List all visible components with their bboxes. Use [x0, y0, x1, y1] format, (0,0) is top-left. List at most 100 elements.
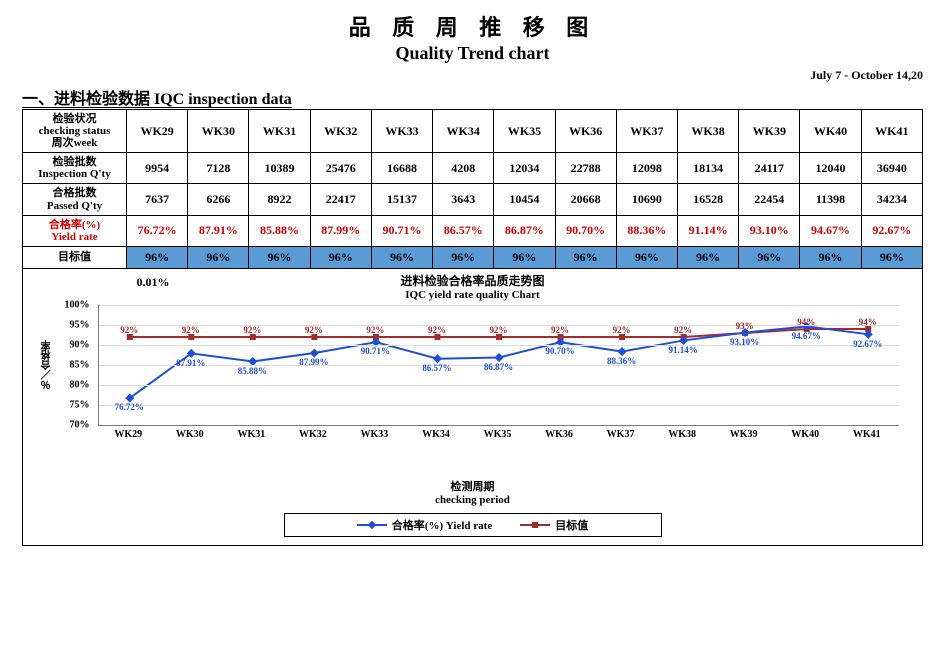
table-cell: 15137	[371, 184, 432, 215]
target-point-label: 92%	[551, 325, 569, 335]
table-cell: 22454	[739, 184, 800, 215]
target-point-label: 92%	[182, 325, 200, 335]
table-cell: 87.99%	[310, 215, 371, 246]
page-title: 品 质 周 推 移 图 Quality Trend chart	[22, 14, 923, 64]
table-cell: 76.72%	[127, 215, 188, 246]
table-cell: 88.36%	[616, 215, 677, 246]
plot-area: 92%92%92%92%92%92%92%92%92%92%93%94%94%7…	[98, 305, 899, 426]
title-en: Quality Trend chart	[22, 42, 923, 65]
week-header: WK31	[249, 110, 310, 153]
iqc-data-table: 检验状况checking status周次weekWK29WK30WK31WK3…	[22, 109, 923, 269]
table-cell: 20668	[555, 184, 616, 215]
yield-point-label: 90.70%	[545, 346, 574, 356]
table-cell: 96%	[494, 246, 555, 268]
table-cell: 36940	[861, 153, 922, 184]
table-cell: 96%	[677, 246, 738, 268]
row-label: 检验状况checking status周次week	[23, 110, 127, 153]
table-cell: 96%	[555, 246, 616, 268]
table-cell: 96%	[310, 246, 371, 268]
row-label: 检验批数Inspection Q'ty	[23, 153, 127, 184]
table-cell: 96%	[616, 246, 677, 268]
title-zh: 品 质 周 推 移 图	[22, 14, 923, 42]
target-point-label: 92%	[305, 325, 323, 335]
yield-point-label: 90.71%	[361, 346, 390, 356]
yield-point-label: 86.87%	[484, 362, 513, 372]
target-point-label: 94%	[859, 317, 877, 327]
week-header: WK29	[127, 110, 188, 153]
yield-point-label: 85.88%	[238, 366, 267, 376]
section-header: 一、进料检验数据 IQC inspection data	[22, 85, 923, 109]
table-cell: 34234	[861, 184, 922, 215]
target-point-label: 94%	[797, 317, 815, 327]
chart-container: 0.01% 进料检验合格率品质走势图 IQC yield rate qualit…	[22, 269, 923, 546]
week-header: WK38	[677, 110, 738, 153]
table-cell: 16688	[371, 153, 432, 184]
table-cell: 96%	[861, 246, 922, 268]
week-header: WK30	[188, 110, 249, 153]
table-cell: 91.14%	[677, 215, 738, 246]
target-point-label: 92%	[243, 325, 261, 335]
week-header: WK33	[371, 110, 432, 153]
table-cell: 6266	[188, 184, 249, 215]
table-cell: 16528	[677, 184, 738, 215]
yield-point-label: 93.10%	[730, 337, 759, 347]
table-cell: 24117	[739, 153, 800, 184]
target-point-label: 92%	[120, 325, 138, 335]
chart-plot: ％／合格率 70%75%80%85%90%95%100% 92%92%92%92…	[38, 305, 908, 455]
table-cell: 94.67%	[800, 215, 861, 246]
week-header: WK36	[555, 110, 616, 153]
week-header: WK34	[433, 110, 494, 153]
table-cell: 9954	[127, 153, 188, 184]
table-cell: 86.87%	[494, 215, 555, 246]
date-range: July 7 - October 14,20	[22, 68, 923, 83]
yield-point-label: 76.72%	[115, 402, 144, 412]
table-cell: 3643	[433, 184, 494, 215]
yield-point-label: 91.14%	[668, 345, 697, 355]
table-cell: 93.10%	[739, 215, 800, 246]
table-cell: 96%	[739, 246, 800, 268]
table-cell: 12098	[616, 153, 677, 184]
table-cell: 90.70%	[555, 215, 616, 246]
table-cell: 12040	[800, 153, 861, 184]
table-cell: 10454	[494, 184, 555, 215]
table-cell: 85.88%	[249, 215, 310, 246]
table-cell: 96%	[188, 246, 249, 268]
yield-point-label: 87.99%	[299, 357, 328, 367]
x-axis-title: 检测周期 checking period	[33, 481, 912, 506]
table-cell: 96%	[800, 246, 861, 268]
table-cell: 7637	[127, 184, 188, 215]
table-cell: 8922	[249, 184, 310, 215]
table-cell: 11398	[800, 184, 861, 215]
table-cell: 18134	[677, 153, 738, 184]
corner-pct: 0.01%	[33, 275, 273, 290]
row-label: 合格批数Passed Q'ty	[23, 184, 127, 215]
yield-point-label: 94.67%	[792, 331, 821, 341]
chart-legend: 合格率(%) Yield rate 目标值	[284, 513, 662, 537]
yield-point-label: 86.57%	[422, 363, 451, 373]
table-cell: 96%	[249, 246, 310, 268]
yield-point-label: 92.67%	[853, 339, 882, 349]
yield-point-label: 88.36%	[607, 356, 636, 366]
target-point-label: 92%	[490, 325, 508, 335]
table-cell: 96%	[433, 246, 494, 268]
week-header: WK37	[616, 110, 677, 153]
x-axis-labels: WK29WK30WK31WK32WK33WK34WK35WK36WK37WK38…	[98, 429, 898, 449]
week-header: WK35	[494, 110, 555, 153]
table-cell: 7128	[188, 153, 249, 184]
table-cell: 22788	[555, 153, 616, 184]
table-cell: 90.71%	[371, 215, 432, 246]
chart-title: 进料检验合格率品质走势图 IQC yield rate quality Char…	[273, 275, 672, 301]
week-header: WK32	[310, 110, 371, 153]
week-header: WK40	[800, 110, 861, 153]
y-axis-labels: 70%75%80%85%90%95%100%	[38, 305, 94, 425]
legend-target: 目标值	[520, 517, 588, 533]
table-cell: 4208	[433, 153, 494, 184]
target-point-label: 92%	[428, 325, 446, 335]
table-cell: 86.57%	[433, 215, 494, 246]
table-cell: 10389	[249, 153, 310, 184]
target-point-label: 92%	[366, 325, 384, 335]
legend-yield: 合格率(%) Yield rate	[357, 517, 492, 533]
table-cell: 25476	[310, 153, 371, 184]
target-point-label: 92%	[613, 325, 631, 335]
table-cell: 10690	[616, 184, 677, 215]
